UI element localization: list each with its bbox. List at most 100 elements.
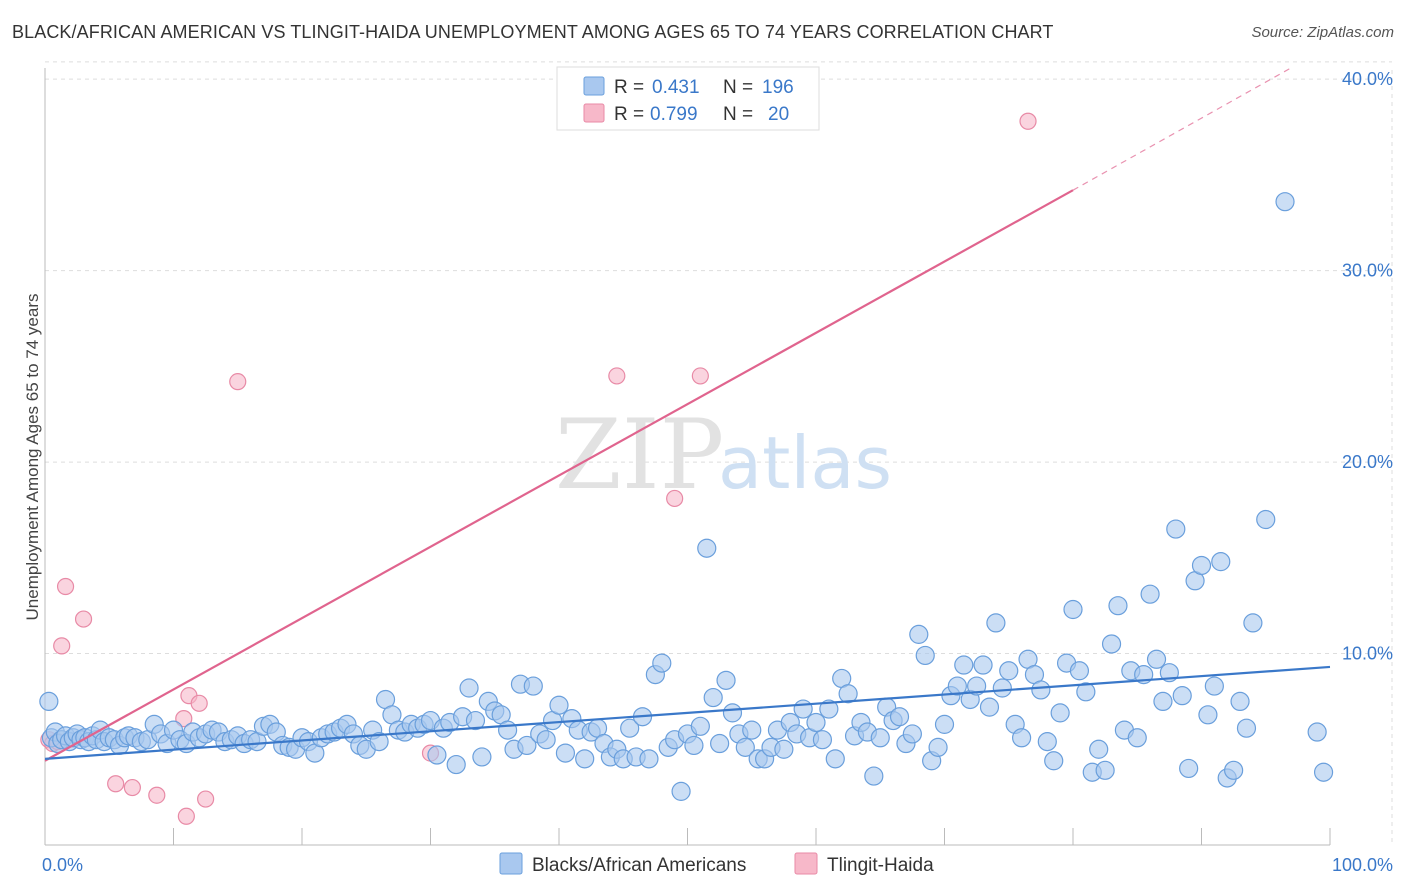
data-point-blacks [838, 684, 858, 704]
data-point-blacks [967, 676, 987, 696]
data-point-blacks [523, 676, 543, 696]
data-point-blacks [555, 743, 576, 763]
trend-line-tlingit [44, 189, 1074, 762]
data-point-blacks [1069, 661, 1090, 681]
data-point-blacks [472, 747, 492, 767]
data-point-tlingit [666, 489, 684, 508]
data-point-blacks [1313, 762, 1334, 782]
y-axis-label: Unemployment Among Ages 65 to 74 years [23, 294, 42, 621]
data-point-blacks [1236, 718, 1257, 738]
data-point-blacks [1224, 760, 1244, 780]
data-point-blacks [947, 676, 967, 696]
data-point-blacks [1179, 758, 1199, 779]
data-point-blacks [427, 745, 447, 765]
data-point-tlingit [177, 807, 195, 825]
y-tick-label: 20.0% [1342, 452, 1393, 472]
data-point-tlingit [229, 373, 247, 391]
data-point-blacks [498, 720, 518, 740]
data-point-blacks [671, 781, 691, 801]
x-tick-label: 100.0% [1332, 855, 1393, 875]
data-point-blacks [825, 749, 845, 769]
data-point-blacks [1127, 728, 1147, 748]
legend-n-label: N = [723, 104, 753, 125]
data-point-blacks [1089, 739, 1109, 759]
legend-swatch-pink [583, 103, 605, 123]
y-tick-label: 30.0% [1342, 261, 1393, 281]
trend-line-blacks [44, 665, 1331, 760]
data-point-blacks [1063, 599, 1083, 620]
data-point-blacks [710, 733, 730, 754]
bottom-legend-swatch-pink [794, 852, 818, 875]
data-point-blacks [684, 735, 704, 756]
data-point-tlingit [190, 694, 208, 712]
data-point-blacks [1275, 192, 1295, 212]
data-point-blacks [973, 655, 993, 675]
trend-line-tlingit-extension [1072, 67, 1292, 191]
data-point-blacks [1031, 680, 1051, 700]
data-point-blacks [1243, 613, 1263, 633]
data-point-blacks [889, 707, 910, 727]
source-label: Source: ZipAtlas.com [1251, 24, 1394, 41]
legend-r-value: 0.431 [652, 77, 700, 98]
legend: R = 0.431 N = 196 R = 0.799 N = 20 [556, 66, 820, 131]
data-point-blacks [1101, 634, 1122, 654]
data-point-blacks [915, 645, 935, 666]
data-point-blacks [639, 749, 659, 769]
data-point-blacks [735, 737, 755, 757]
trend-lines [44, 67, 1331, 762]
legend-n-value: 20 [768, 104, 789, 125]
legend-r-value: 0.799 [650, 104, 698, 125]
data-point-blacks [716, 670, 736, 690]
data-point-blacks [1191, 555, 1212, 576]
legend-r-label: R = [614, 104, 644, 125]
data-point-blacks [1256, 509, 1276, 530]
data-point-blacks [992, 678, 1012, 698]
data-point-blacks [870, 728, 890, 748]
grid-lines [45, 61, 1393, 845]
data-point-blacks [1011, 728, 1032, 748]
data-point-blacks [575, 749, 595, 769]
data-point-tlingit [148, 786, 166, 804]
data-point-blacks [1095, 760, 1115, 780]
data-point-blacks [909, 624, 929, 644]
chart-title: BLACK/AFRICAN AMERICAN VS TLINGIT-HAIDA … [12, 22, 1054, 42]
data-point-blacks [1044, 751, 1064, 771]
data-point-blacks [986, 613, 1006, 633]
data-point-blacks [1050, 703, 1070, 723]
data-point-blacks [742, 720, 762, 740]
data-point-blacks [620, 718, 640, 738]
data-point-blacks [1076, 682, 1096, 702]
data-point-blacks [446, 754, 466, 775]
data-point-blacks [902, 724, 922, 744]
data-point-blacks [517, 735, 537, 756]
data-point-blacks [697, 538, 717, 558]
data-point-tlingit [123, 778, 141, 797]
data-point-blacks [1146, 649, 1167, 669]
data-point-tlingit [74, 610, 93, 628]
data-point-blacks [934, 714, 955, 734]
watermark: ZIP atlas [555, 399, 892, 511]
legend-n-value: 196 [762, 77, 794, 98]
bottom-legend: Blacks/African Americans Tlingit-Haida [499, 852, 934, 876]
data-point-blacks [465, 710, 486, 731]
data-point-blacks [652, 653, 672, 673]
bottom-legend-label-tlingit: Tlingit-Haida [827, 855, 934, 876]
data-point-tlingit [107, 775, 125, 793]
data-point-blacks [39, 691, 59, 712]
bottom-legend-label-blacks: Blacks/African Americans [532, 855, 746, 876]
data-point-blacks [722, 703, 743, 723]
data-point-blacks [806, 712, 826, 733]
data-point-blacks [774, 739, 794, 759]
data-point-blacks [690, 716, 710, 736]
data-point-blacks [536, 730, 556, 750]
data-point-tlingit [1019, 112, 1037, 130]
y-tick-label: 10.0% [1342, 644, 1393, 664]
data-point-blacks [928, 737, 948, 757]
data-point-blacks [1307, 722, 1327, 742]
data-point-blacks [1198, 705, 1218, 725]
data-point-blacks [793, 699, 813, 719]
y-tick-label: 40.0% [1342, 69, 1393, 89]
data-point-tlingit [691, 367, 709, 385]
watermark-atlas: atlas [718, 421, 892, 505]
data-point-tlingit [56, 577, 75, 596]
